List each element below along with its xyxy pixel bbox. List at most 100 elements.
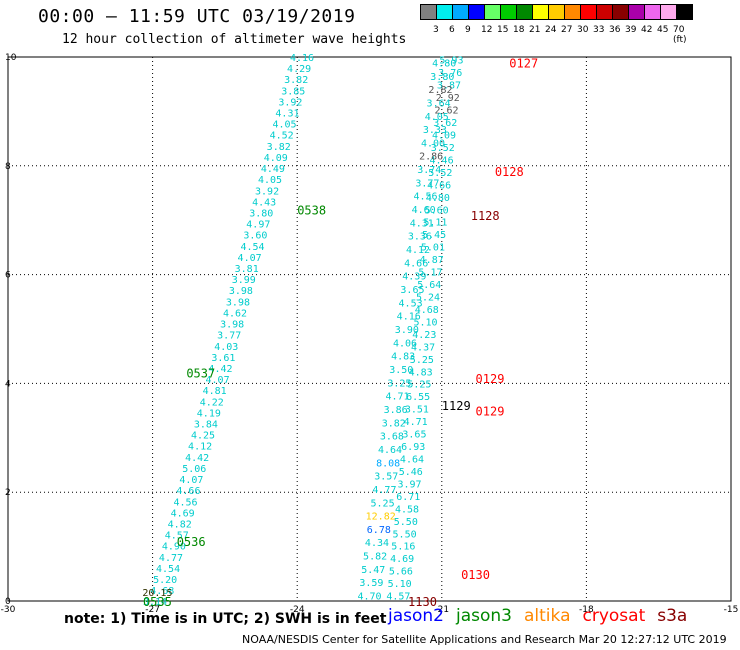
wave-height-value: 4.09 xyxy=(432,130,456,141)
legend-label: 30 xyxy=(577,25,589,35)
satellite-key-s3a: s3a xyxy=(657,606,688,626)
wave-height-value: 6.71 xyxy=(396,492,420,503)
wave-height-value: 3.62 xyxy=(433,118,457,129)
wave-height-value: 4.69 xyxy=(390,554,414,565)
pass-label: 1128 xyxy=(471,209,500,223)
wave-height-value: 4.07 xyxy=(238,253,262,264)
wave-height-value: 3.60 xyxy=(243,231,267,242)
wave-height-value: 3.65 xyxy=(400,285,424,296)
wave-height-value: 4.12 xyxy=(188,442,212,453)
wave-height-value: 5.66 xyxy=(389,567,413,578)
wave-height-value: 4.16 xyxy=(290,53,314,64)
wave-height-value: 5.20 xyxy=(153,575,177,586)
wave-height-value: 5.82 xyxy=(363,552,387,563)
wave-height-value: 3.86 xyxy=(384,405,408,416)
page-subtitle: 12 hour collection of altimeter wave hei… xyxy=(62,32,407,47)
wave-height-value: 5.50 xyxy=(393,529,417,540)
map-frame xyxy=(7,56,732,602)
wave-height-value: 4.57 xyxy=(386,592,410,603)
wave-height-value: 5.52 xyxy=(428,168,452,179)
wave-height-value: 3.90 xyxy=(395,325,419,336)
wave-height-value: 4.03 xyxy=(214,342,238,353)
wave-height-value: 5.01 xyxy=(421,243,445,254)
wave-height-value: 12.82 xyxy=(366,512,396,523)
wave-height-value: 4.25 xyxy=(191,431,215,442)
wave-height-value: 4.53 xyxy=(399,298,423,309)
y-tick-label: 0 xyxy=(5,597,11,607)
wave-height-value: 4.90 xyxy=(162,542,186,553)
wave-height-value: 5.06 xyxy=(182,464,206,475)
wave-height-value: 3.87 xyxy=(437,81,461,92)
wave-height-value: 3.82 xyxy=(382,418,406,429)
legend-swatch xyxy=(580,4,597,20)
legend-label: 24 xyxy=(545,25,557,35)
wave-height-value: 3.65 xyxy=(402,430,426,441)
legend-swatch xyxy=(436,4,453,20)
legend-label: 27 xyxy=(561,25,573,35)
wave-height-value: 4.64 xyxy=(400,454,424,465)
wave-height-value: 4.64 xyxy=(378,445,402,456)
wave-height-value: 4.68 xyxy=(150,586,174,597)
wave-height-value: 4.57 xyxy=(165,531,189,542)
y-tick-label: 4 xyxy=(5,379,11,389)
legend-label: 45 xyxy=(657,25,669,35)
wave-height-value: 5.50 xyxy=(394,517,418,528)
footnote: note: 1) Time is in UTC; 2) SWH is in fe… xyxy=(64,611,387,627)
wave-height-value: 4.05 xyxy=(273,120,297,131)
x-tick-label: -15 xyxy=(724,605,739,615)
wave-height-value: 3.97 xyxy=(397,479,421,490)
x-tick-label: -27 xyxy=(145,605,160,615)
legend-label: 21 xyxy=(529,25,541,35)
wave-height-value: 6.55 xyxy=(406,392,430,403)
y-tick-label: 8 xyxy=(5,162,11,172)
wave-height-value: 4.77 xyxy=(159,553,183,564)
wave-height-value: 4.46 xyxy=(430,155,454,166)
legend-swatch xyxy=(548,4,565,20)
wave-height-value: 4.54 xyxy=(156,564,180,575)
wave-height-value: 4.06 xyxy=(393,338,417,349)
wave-height-value: 3.57 xyxy=(374,472,398,483)
wave-height-value: 4.97 xyxy=(246,220,270,231)
wave-height-value: 6.93 xyxy=(401,442,425,453)
wave-height-value: 4.83 xyxy=(409,367,433,378)
legend-swatch xyxy=(628,4,645,20)
wave-height-value: 5.25 xyxy=(410,355,434,366)
wave-height-value: 4.80 xyxy=(432,58,456,69)
legend-label: 15 xyxy=(497,25,509,35)
legend-swatch xyxy=(644,4,661,20)
color-scale-legend: 3 6 9 12 15 18 21 24 27 30 33 36 39 42 45 70 (ft) xyxy=(420,4,693,45)
wave-height-value: 5.24 xyxy=(416,292,440,303)
legend-label: 18 xyxy=(513,25,525,35)
wave-height-value: 4.52 xyxy=(270,131,294,142)
wave-height-value: 4.12 xyxy=(406,245,430,256)
pass-label: 0538 xyxy=(297,203,326,217)
wave-height-value: 4.42 xyxy=(185,453,209,464)
wave-height-value: 2.92 xyxy=(436,93,460,104)
wave-height-value: 4.60 xyxy=(412,205,436,216)
wave-height-value: 5.47 xyxy=(361,565,385,576)
wave-height-value: 4.66 xyxy=(176,486,200,497)
wave-height-value: 3.50 xyxy=(389,365,413,376)
wave-height-value: 4.19 xyxy=(197,408,221,419)
wave-height-value: 4.09 xyxy=(264,153,288,164)
wave-height-value: 5.10 xyxy=(413,317,437,328)
legend-labels: 3 6 9 12 15 18 21 24 27 30 33 36 39 42 45 70 (ft) xyxy=(420,25,692,45)
wave-height-value: 3.81 xyxy=(235,264,259,275)
legend-label: 36 xyxy=(609,25,621,35)
wave-height-value: 4.00 xyxy=(421,138,445,149)
wave-height-value: 4.87 xyxy=(420,255,444,266)
legend-label: 70 (ft) xyxy=(673,25,687,45)
wave-height-value: 4.66 xyxy=(427,180,451,191)
wave-height-value: 5.25 xyxy=(371,498,395,509)
wave-height-value: 3.82 xyxy=(284,75,308,86)
x-tick-label: -21 xyxy=(434,605,449,615)
wave-height-value: 3.99 xyxy=(232,275,256,286)
wave-height-value: 5.46 xyxy=(399,467,423,478)
wave-height-value: 4.42 xyxy=(208,364,232,375)
wave-height-value: 4.34 xyxy=(365,538,389,549)
wave-height-value: 4.43 xyxy=(252,197,276,208)
pass-label: 0128 xyxy=(495,165,524,179)
wave-height-value: 3.51 xyxy=(405,405,429,416)
wave-height-value: 4.05 xyxy=(258,175,282,186)
satellite-key: jason2 jason3 altika cryosat s3a xyxy=(388,606,699,626)
